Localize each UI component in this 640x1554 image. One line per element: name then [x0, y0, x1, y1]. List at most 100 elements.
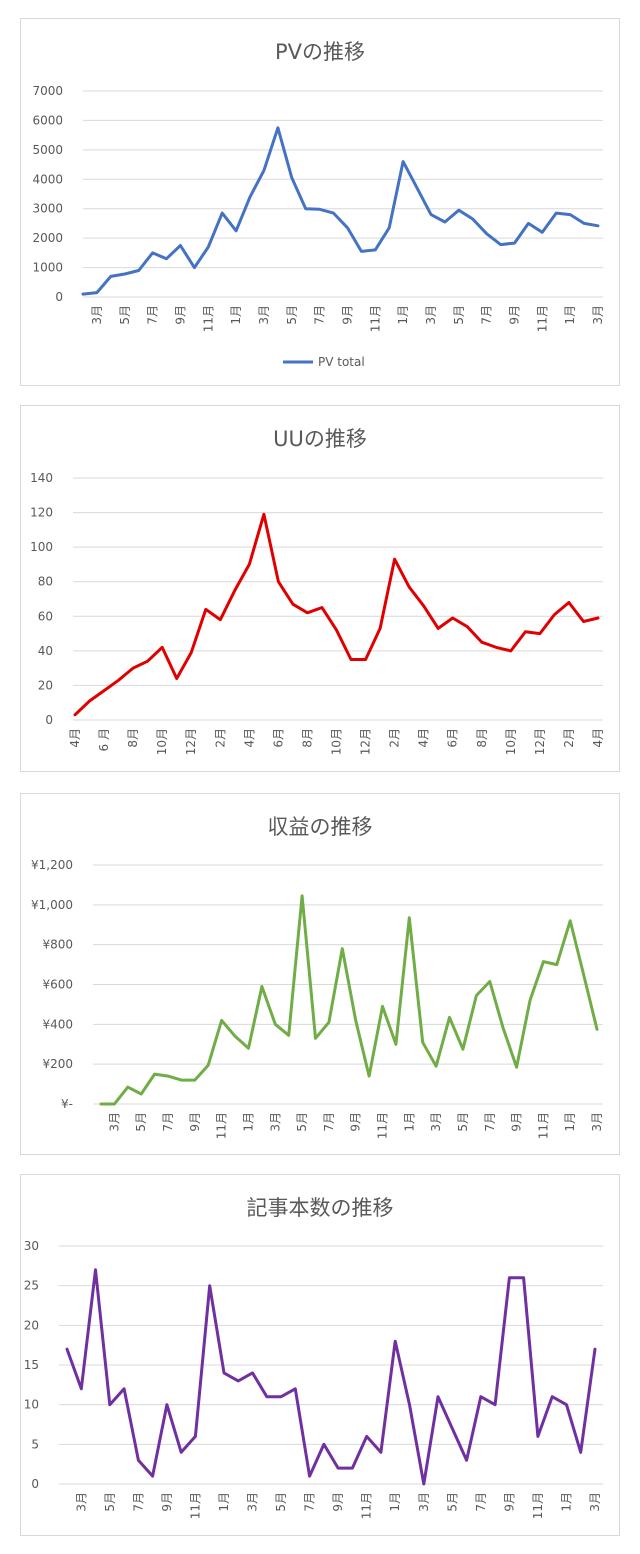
y-tick-label: 25 [24, 1279, 39, 1293]
x-tick-label: 1月 [402, 1112, 416, 1132]
x-tick-label: 7月 [483, 1112, 497, 1132]
chart-title: 収益の推移 [268, 815, 373, 839]
x-tick-label: 6 月 [97, 728, 111, 751]
x-tick-label: 12月 [533, 728, 547, 755]
x-tick-label: 5月 [456, 1112, 470, 1132]
series-line [73, 512, 600, 717]
x-tick-label: 7月 [313, 305, 327, 325]
x-tick-label: 3月 [417, 1492, 431, 1512]
revenue-chart-panel: 収益の推移 ¥- ¥200 ¥400 ¥600 ¥800 ¥1,000 ¥1,200 3月 5月… [20, 793, 620, 1155]
x-tick-label: 3月 [429, 1112, 443, 1132]
x-tick-label: 2月 [388, 728, 402, 748]
y-tick-label: ¥400 [42, 1017, 73, 1031]
x-tick-label: 3月 [591, 305, 605, 325]
x-tick-label: 8月 [475, 728, 489, 748]
chart-title: UUの推移 [273, 427, 367, 451]
uu-chart: UUの推移 0 20 40 60 80 100 120 140 4月 6 月 8月 10月 12月 2月 4… [30, 427, 605, 755]
y-tick-label: 60 [38, 609, 53, 623]
x-tick-label: 3月 [246, 1492, 260, 1512]
y-tick-label: 140 [30, 471, 53, 485]
y-tick-label: 0 [31, 1477, 39, 1491]
x-tick-label: 6月 [446, 728, 460, 748]
series-line [99, 894, 599, 1106]
y-tick-label: ¥1,000 [31, 898, 73, 912]
x-tick-label: 9月 [510, 1112, 524, 1132]
x-tick-label: 11月 [535, 305, 549, 332]
pv-chart-panel: PVの推移 PV total 0 1000 2000 3000 4000 5000 6000… [20, 18, 620, 386]
y-tick-label: ¥600 [42, 978, 73, 992]
y-tick-label: 5 [31, 1437, 39, 1451]
y-tick-label: 1000 [32, 261, 63, 275]
x-tick-label: 10月 [504, 728, 518, 755]
x-tick-label: 3月 [107, 1112, 121, 1132]
x-tick-label: 3月 [268, 1112, 282, 1132]
y-tick-label: 20 [38, 678, 53, 692]
x-tick-label: 3月 [74, 1492, 88, 1512]
x-tick-label: 10月 [155, 728, 169, 755]
y-tick-label: 7000 [32, 84, 63, 98]
x-tick-label: 3月 [588, 1492, 602, 1512]
x-tick-label: 9月 [507, 305, 521, 325]
y-tick-label: 80 [38, 575, 53, 589]
x-tick-label: 5月 [118, 305, 132, 325]
x-tick-label: 1月 [388, 1492, 402, 1512]
pv-chart: PVの推移 PV total 0 1000 2000 3000 4000 5000 6000… [32, 40, 605, 369]
x-tick-label: 11月 [188, 1492, 202, 1519]
y-tick-label: 3000 [32, 202, 63, 216]
y-tick-label: ¥1,200 [31, 858, 73, 872]
y-tick-label: 100 [30, 540, 53, 554]
x-tick-label: 11月 [201, 305, 215, 332]
x-tick-label: 6月 [271, 728, 285, 748]
series-line [81, 126, 600, 296]
x-tick-label: 2月 [562, 728, 576, 748]
x-tick-label: 7月 [474, 1492, 488, 1512]
series-line [65, 1268, 597, 1486]
x-tick-label: 3月 [424, 305, 438, 325]
x-tick-label: 12月 [184, 728, 198, 755]
x-tick-label: 5月 [452, 305, 466, 325]
x-tick-label: 12月 [359, 728, 373, 755]
y-tick-label: ¥- [61, 1097, 73, 1111]
x-tick-label: 1月 [559, 1492, 573, 1512]
x-tick-label: 7月 [131, 1492, 145, 1512]
x-tick-label: 5月 [295, 1112, 309, 1132]
y-tick-label: 120 [30, 506, 53, 520]
x-tick-label: 11月 [376, 1112, 390, 1139]
x-tick-label: 4月 [591, 728, 605, 748]
y-tick-label: 4000 [32, 172, 63, 186]
x-tick-label: 11月 [360, 1492, 374, 1519]
x-tick-label: 7月 [146, 305, 160, 325]
x-tick-label: 10月 [330, 728, 344, 755]
x-tick-label: 9月 [502, 1492, 516, 1512]
x-tick-label: 3月 [257, 305, 271, 325]
revenue-chart: 収益の推移 ¥- ¥200 ¥400 ¥600 ¥800 ¥1,000 ¥1,200 3月 5月… [31, 815, 604, 1139]
x-tick-label: 9月 [349, 1112, 363, 1132]
articles-chart: 記事本数の推移 0 5 10 15 20 25 30 3月 5月 7月 9月 11月 1月 3月 5月 7月 9… [24, 1196, 603, 1519]
y-tick-label: 5000 [32, 143, 63, 157]
x-tick-label: 5月 [134, 1112, 148, 1132]
y-tick-label: 15 [24, 1358, 39, 1372]
y-tick-label: ¥800 [42, 938, 73, 952]
x-tick-label: 9月 [173, 305, 187, 325]
y-tick-label: 2000 [32, 231, 63, 245]
y-tick-label: 0 [55, 290, 63, 304]
x-tick-label: 7月 [303, 1492, 317, 1512]
x-tick-label: 3月 [90, 305, 104, 325]
x-tick-label: 9月 [331, 1492, 345, 1512]
x-tick-label: 7月 [161, 1112, 175, 1132]
x-tick-label: 1月 [563, 305, 577, 325]
x-tick-label: 11月 [531, 1492, 545, 1519]
y-tick-label: ¥200 [42, 1057, 73, 1071]
x-tick-label: 9月 [188, 1112, 202, 1132]
x-tick-label: 4月 [242, 728, 256, 748]
x-tick-label: 1月 [229, 305, 243, 325]
y-tick-label: 40 [38, 644, 53, 658]
x-tick-label: 9月 [340, 305, 354, 325]
x-tick-label: 5月 [285, 305, 299, 325]
x-tick-label: 11月 [215, 1112, 229, 1139]
x-tick-label: 1月 [563, 1112, 577, 1132]
x-tick-label: 1月 [396, 305, 410, 325]
x-tick-label: 5月 [274, 1492, 288, 1512]
x-tick-label: 4月 [68, 728, 82, 748]
y-tick-label: 0 [45, 713, 53, 727]
